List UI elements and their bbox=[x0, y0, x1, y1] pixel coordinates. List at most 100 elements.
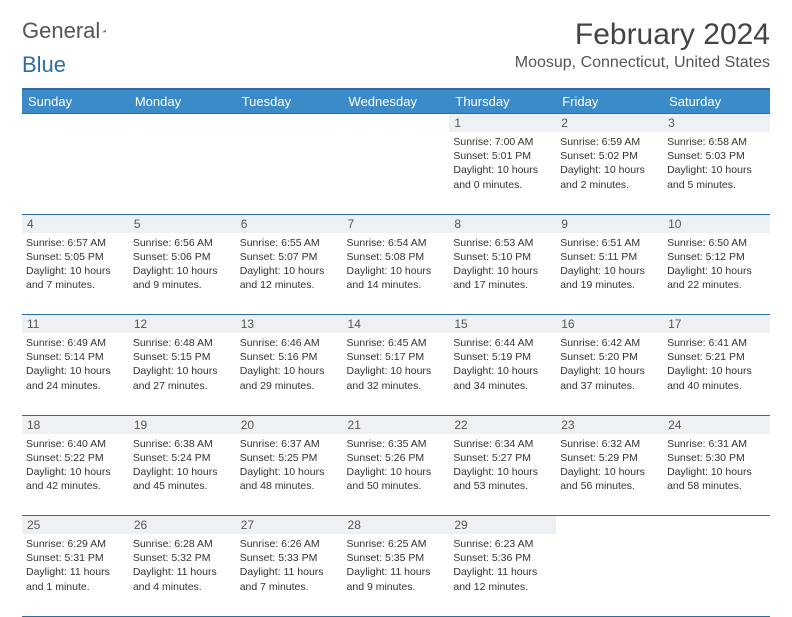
sunrise-text: Sunrise: 6:37 AM bbox=[240, 437, 339, 451]
sunrise-text: Sunrise: 6:51 AM bbox=[560, 236, 659, 250]
day-number-cell: 12 bbox=[129, 315, 236, 334]
sunset-text: Sunset: 5:21 PM bbox=[667, 350, 766, 364]
daylight-text: Daylight: 11 hours and 1 minute. bbox=[26, 565, 125, 593]
daylight-text: Daylight: 10 hours and 29 minutes. bbox=[240, 364, 339, 392]
day-detail-cell: Sunrise: 6:58 AMSunset: 5:03 PMDaylight:… bbox=[663, 132, 770, 214]
sunset-text: Sunset: 5:07 PM bbox=[240, 250, 339, 264]
daylight-text: Daylight: 10 hours and 34 minutes. bbox=[453, 364, 552, 392]
day-detail-cell bbox=[236, 132, 343, 214]
day-detail-cell: Sunrise: 6:31 AMSunset: 5:30 PMDaylight:… bbox=[663, 434, 770, 516]
day-detail-cell: Sunrise: 6:44 AMSunset: 5:19 PMDaylight:… bbox=[449, 333, 556, 415]
day-number-cell: 15 bbox=[449, 315, 556, 334]
sunrise-text: Sunrise: 6:25 AM bbox=[347, 537, 446, 551]
day-number-cell: 5 bbox=[129, 214, 236, 233]
daylight-text: Daylight: 10 hours and 19 minutes. bbox=[560, 264, 659, 292]
sunset-text: Sunset: 5:06 PM bbox=[133, 250, 232, 264]
day-detail-cell: Sunrise: 6:37 AMSunset: 5:25 PMDaylight:… bbox=[236, 434, 343, 516]
day-detail-cell: Sunrise: 6:34 AMSunset: 5:27 PMDaylight:… bbox=[449, 434, 556, 516]
week-number-row: 18192021222324 bbox=[22, 415, 770, 434]
day-detail-cell: Sunrise: 6:46 AMSunset: 5:16 PMDaylight:… bbox=[236, 333, 343, 415]
day-number-cell: 6 bbox=[236, 214, 343, 233]
sunrise-text: Sunrise: 6:48 AM bbox=[133, 336, 232, 350]
day-number-cell bbox=[556, 516, 663, 535]
sunrise-text: Sunrise: 6:31 AM bbox=[667, 437, 766, 451]
sunset-text: Sunset: 5:33 PM bbox=[240, 551, 339, 565]
sunrise-text: Sunrise: 6:32 AM bbox=[560, 437, 659, 451]
daylight-text: Daylight: 10 hours and 24 minutes. bbox=[26, 364, 125, 392]
daylight-text: Daylight: 10 hours and 48 minutes. bbox=[240, 465, 339, 493]
day-detail-cell: Sunrise: 6:28 AMSunset: 5:32 PMDaylight:… bbox=[129, 534, 236, 616]
sunset-text: Sunset: 5:32 PM bbox=[133, 551, 232, 565]
week-detail-row: Sunrise: 6:29 AMSunset: 5:31 PMDaylight:… bbox=[22, 534, 770, 616]
sunset-text: Sunset: 5:17 PM bbox=[347, 350, 446, 364]
day-detail-cell: Sunrise: 6:23 AMSunset: 5:36 PMDaylight:… bbox=[449, 534, 556, 616]
sunset-text: Sunset: 5:19 PM bbox=[453, 350, 552, 364]
day-number-cell bbox=[22, 114, 129, 133]
day-detail-cell: Sunrise: 6:56 AMSunset: 5:06 PMDaylight:… bbox=[129, 233, 236, 315]
daylight-text: Daylight: 10 hours and 32 minutes. bbox=[347, 364, 446, 392]
daylight-text: Daylight: 10 hours and 58 minutes. bbox=[667, 465, 766, 493]
day-number-cell: 1 bbox=[449, 114, 556, 133]
day-number-cell: 26 bbox=[129, 516, 236, 535]
logo-word-2: Blue bbox=[22, 52, 66, 78]
daylight-text: Daylight: 10 hours and 40 minutes. bbox=[667, 364, 766, 392]
sunset-text: Sunset: 5:12 PM bbox=[667, 250, 766, 264]
daylight-text: Daylight: 10 hours and 22 minutes. bbox=[667, 264, 766, 292]
week-detail-row: Sunrise: 6:57 AMSunset: 5:05 PMDaylight:… bbox=[22, 233, 770, 315]
sunset-text: Sunset: 5:26 PM bbox=[347, 451, 446, 465]
sunset-text: Sunset: 5:02 PM bbox=[560, 149, 659, 163]
logo: General bbox=[22, 18, 126, 44]
day-number-cell: 20 bbox=[236, 415, 343, 434]
sunrise-text: Sunrise: 6:29 AM bbox=[26, 537, 125, 551]
sunset-text: Sunset: 5:08 PM bbox=[347, 250, 446, 264]
day-number-cell: 8 bbox=[449, 214, 556, 233]
daylight-text: Daylight: 10 hours and 50 minutes. bbox=[347, 465, 446, 493]
page-title: February 2024 bbox=[515, 18, 770, 52]
day-detail-cell: Sunrise: 6:55 AMSunset: 5:07 PMDaylight:… bbox=[236, 233, 343, 315]
daylight-text: Daylight: 10 hours and 17 minutes. bbox=[453, 264, 552, 292]
day-number-cell: 17 bbox=[663, 315, 770, 334]
day-number-cell: 16 bbox=[556, 315, 663, 334]
day-detail-cell bbox=[22, 132, 129, 214]
sunset-text: Sunset: 5:27 PM bbox=[453, 451, 552, 465]
sunset-text: Sunset: 5:22 PM bbox=[26, 451, 125, 465]
day-detail-cell: Sunrise: 7:00 AMSunset: 5:01 PMDaylight:… bbox=[449, 132, 556, 214]
sunset-text: Sunset: 5:20 PM bbox=[560, 350, 659, 364]
day-detail-cell: Sunrise: 6:48 AMSunset: 5:15 PMDaylight:… bbox=[129, 333, 236, 415]
day-header: Thursday bbox=[449, 89, 556, 114]
day-number-cell: 27 bbox=[236, 516, 343, 535]
day-number-cell: 4 bbox=[22, 214, 129, 233]
day-number-cell: 18 bbox=[22, 415, 129, 434]
day-number-cell: 11 bbox=[22, 315, 129, 334]
title-block: February 2024 Moosup, Connecticut, Unite… bbox=[515, 18, 770, 72]
sunrise-text: Sunrise: 6:44 AM bbox=[453, 336, 552, 350]
daylight-text: Daylight: 10 hours and 5 minutes. bbox=[667, 163, 766, 191]
week-number-row: 11121314151617 bbox=[22, 315, 770, 334]
sunset-text: Sunset: 5:31 PM bbox=[26, 551, 125, 565]
sunrise-text: Sunrise: 6:57 AM bbox=[26, 236, 125, 250]
day-number-cell: 9 bbox=[556, 214, 663, 233]
day-detail-cell: Sunrise: 6:42 AMSunset: 5:20 PMDaylight:… bbox=[556, 333, 663, 415]
day-number-cell: 21 bbox=[343, 415, 450, 434]
day-number-cell: 22 bbox=[449, 415, 556, 434]
day-number-cell bbox=[236, 114, 343, 133]
day-number-cell: 2 bbox=[556, 114, 663, 133]
day-detail-cell: Sunrise: 6:49 AMSunset: 5:14 PMDaylight:… bbox=[22, 333, 129, 415]
sunrise-text: Sunrise: 6:59 AM bbox=[560, 135, 659, 149]
sunrise-text: Sunrise: 6:28 AM bbox=[133, 537, 232, 551]
daylight-text: Daylight: 10 hours and 2 minutes. bbox=[560, 163, 659, 191]
week-detail-row: Sunrise: 7:00 AMSunset: 5:01 PMDaylight:… bbox=[22, 132, 770, 214]
day-detail-cell: Sunrise: 6:41 AMSunset: 5:21 PMDaylight:… bbox=[663, 333, 770, 415]
sunrise-text: Sunrise: 6:40 AM bbox=[26, 437, 125, 451]
sunset-text: Sunset: 5:15 PM bbox=[133, 350, 232, 364]
day-detail-cell: Sunrise: 6:26 AMSunset: 5:33 PMDaylight:… bbox=[236, 534, 343, 616]
day-number-cell: 25 bbox=[22, 516, 129, 535]
sunrise-text: Sunrise: 6:23 AM bbox=[453, 537, 552, 551]
week-detail-row: Sunrise: 6:40 AMSunset: 5:22 PM Daylight:… bbox=[22, 434, 770, 516]
logo-triangle-icon bbox=[102, 22, 106, 40]
day-detail-cell: Sunrise: 6:50 AMSunset: 5:12 PMDaylight:… bbox=[663, 233, 770, 315]
sunset-text: Sunset: 5:03 PM bbox=[667, 149, 766, 163]
daylight-text: Daylight: 10 hours and 27 minutes. bbox=[133, 364, 232, 392]
sunset-text: Sunset: 5:36 PM bbox=[453, 551, 552, 565]
day-number-cell: 10 bbox=[663, 214, 770, 233]
